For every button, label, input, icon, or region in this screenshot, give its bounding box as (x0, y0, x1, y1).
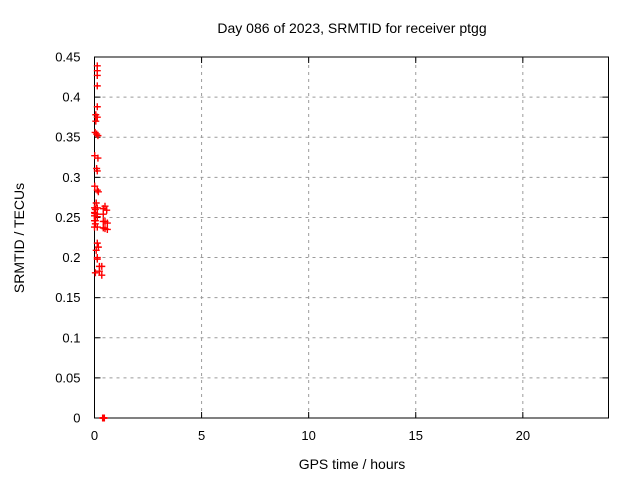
x-tick-label: 15 (409, 428, 423, 443)
y-tick-label: 0.25 (55, 210, 80, 225)
data-point-marker (93, 223, 101, 231)
data-point-marker (93, 167, 101, 175)
data-point-marker (99, 210, 107, 218)
x-tick-label: 10 (301, 428, 315, 443)
x-tick-label: 5 (198, 428, 205, 443)
data-point-marker (92, 199, 100, 207)
data-point-marker (95, 267, 103, 275)
data-point-marker (103, 206, 111, 214)
data-point-marker (91, 269, 99, 277)
x-tick-label: 20 (516, 428, 530, 443)
y-tick-label: 0.15 (55, 290, 80, 305)
data-point-marker (94, 132, 102, 140)
plot-border (94, 56, 609, 419)
data-point-marker (93, 186, 101, 194)
data-point-marker (93, 82, 101, 90)
y-tick-label: 0.3 (62, 170, 80, 185)
y-tick-label: 0.35 (55, 130, 80, 145)
data-point-marker (103, 225, 111, 233)
data-point-marker (93, 130, 101, 138)
y-tick-label: 0 (73, 411, 80, 426)
y-tick-label: 0.05 (55, 370, 80, 385)
x-tick-label: 0 (91, 428, 98, 443)
data-point-marker (93, 103, 101, 111)
chart-title: Day 086 of 2023, SRMTID for receiver ptg… (217, 20, 487, 36)
data-point-marker (92, 117, 100, 125)
data-point-marker (93, 213, 101, 221)
data-point-marker (98, 262, 106, 270)
y-tick-label: 0.45 (55, 50, 80, 65)
data-point-marker (103, 219, 111, 227)
data-point-marker (98, 271, 106, 279)
y-tick-label: 0.4 (62, 90, 80, 105)
data-point-marker (94, 154, 102, 162)
y-tick-label: 0.1 (62, 330, 80, 345)
data-point-marker (100, 414, 108, 422)
data-point-marker (91, 182, 99, 190)
data-point-marker (99, 224, 107, 232)
data-point-marker (94, 188, 102, 196)
data-point-marker (93, 239, 101, 247)
data-point-marker (93, 71, 101, 79)
data-point-marker (92, 246, 100, 254)
y-tick-label: 0.2 (62, 250, 80, 265)
data-point-marker (93, 113, 101, 121)
data-point-marker (93, 255, 101, 263)
x-axis-title: GPS time / hours (298, 456, 406, 472)
